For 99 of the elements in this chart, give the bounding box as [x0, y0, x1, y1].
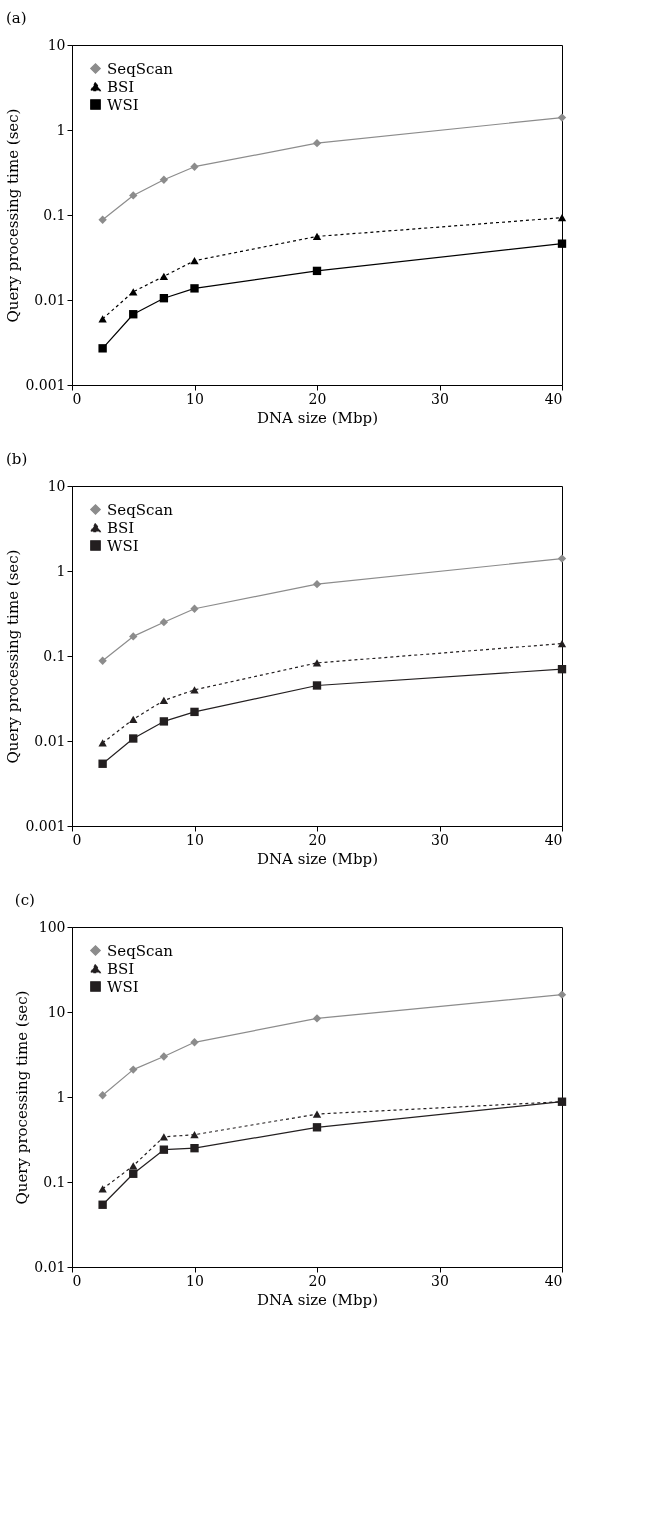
x-tick-label: 10 — [186, 390, 204, 407]
point — [98, 315, 107, 323]
legend-label: WSI — [107, 977, 139, 996]
point — [129, 1065, 138, 1074]
x-tick-label: 40 — [544, 831, 563, 848]
point — [98, 656, 107, 665]
x-tick-label: 30 — [431, 390, 449, 407]
legend-label: WSI — [107, 536, 139, 555]
point — [159, 696, 169, 705]
x-tick-label: 40 — [544, 1272, 563, 1289]
y-tick-label: 0.001 — [25, 817, 66, 834]
point — [312, 1123, 322, 1132]
y-tick-label: 0.1 — [43, 1173, 66, 1190]
point — [98, 1091, 107, 1100]
point — [557, 664, 567, 674]
point — [190, 1143, 199, 1153]
x-tick-label: 30 — [431, 1272, 449, 1289]
point — [129, 715, 138, 723]
point — [159, 617, 169, 627]
y-axis-title: Query processing time (sec) — [13, 990, 32, 1205]
point — [312, 681, 322, 690]
point — [190, 162, 199, 171]
point — [129, 1162, 138, 1170]
x-tick-label: 40 — [544, 390, 563, 407]
point — [312, 1110, 322, 1118]
chart-title: (a) — [5, 9, 27, 27]
y-tick-label: 0.1 — [43, 647, 66, 664]
y-axis-title: Query processing time (sec) — [4, 549, 23, 764]
x-axis-title: DNA size (Mbp) — [256, 1290, 379, 1309]
x-axis-title: DNA size (Mbp) — [256, 408, 379, 427]
point — [98, 1185, 107, 1193]
chart-title: (c) — [14, 891, 35, 909]
point — [129, 734, 138, 743]
point — [129, 288, 138, 296]
legend-label: BSI — [107, 518, 135, 537]
point — [98, 1200, 107, 1209]
point — [312, 232, 322, 241]
point — [129, 632, 138, 641]
point — [190, 1038, 199, 1047]
legend-label: WSI — [107, 95, 139, 114]
point — [98, 739, 107, 747]
x-tick-label: 0 — [72, 390, 82, 407]
x-tick-label: 10 — [186, 831, 204, 848]
point — [312, 266, 322, 276]
point — [557, 990, 567, 999]
point — [190, 257, 199, 265]
x-tick-label: 10 — [186, 1272, 204, 1289]
point — [129, 191, 138, 200]
y-tick-label: 10 — [47, 36, 66, 53]
point — [557, 554, 567, 563]
y-tick-label: 10 — [47, 477, 66, 494]
legend-label: SeqScan — [107, 941, 174, 960]
y-tick-label: 1 — [56, 1088, 66, 1105]
x-tick-label: 30 — [431, 831, 449, 848]
point — [98, 215, 107, 224]
point — [159, 1145, 169, 1154]
legend-label: SeqScan — [107, 500, 174, 519]
y-axis-title: Query processing time (sec) — [4, 108, 23, 323]
point — [557, 239, 567, 248]
y-tick-label: 0.01 — [34, 291, 66, 308]
y-tick-label: 0.1 — [43, 206, 66, 223]
point — [190, 707, 199, 717]
x-axis-title: DNA size (Mbp) — [256, 849, 379, 868]
y-tick-label: 10 — [47, 1003, 66, 1020]
point — [159, 175, 169, 184]
y-tick-label: 1 — [56, 121, 66, 138]
y-tick-label: 0.01 — [34, 732, 66, 749]
point — [190, 1131, 199, 1139]
point — [159, 1052, 169, 1061]
x-tick-label: 20 — [308, 1272, 327, 1289]
point — [312, 579, 322, 589]
x-tick-label: 0 — [72, 1272, 82, 1289]
y-tick-label: 0.01 — [34, 1258, 66, 1275]
y-tick-label: 100 — [38, 918, 66, 935]
point — [129, 310, 138, 319]
point — [312, 1014, 322, 1023]
point — [190, 284, 199, 293]
point — [129, 1169, 138, 1178]
legend-label: BSI — [107, 959, 135, 978]
y-tick-label: 1 — [56, 562, 66, 579]
point — [98, 344, 107, 353]
point — [312, 659, 322, 667]
point — [190, 604, 199, 613]
point — [557, 639, 567, 648]
chart-title: (b) — [5, 450, 28, 468]
point — [159, 294, 169, 303]
legend-label: SeqScan — [107, 59, 174, 78]
x-tick-label: 20 — [308, 390, 327, 407]
point — [190, 686, 199, 694]
x-tick-label: 0 — [72, 831, 82, 848]
legend-label: BSI — [107, 77, 135, 96]
point — [159, 272, 169, 280]
point — [312, 138, 322, 148]
x-tick-label: 20 — [308, 831, 327, 848]
point — [557, 214, 567, 222]
y-tick-label: 0.001 — [25, 376, 66, 393]
point — [159, 717, 169, 726]
point — [98, 759, 107, 768]
point — [557, 113, 567, 122]
